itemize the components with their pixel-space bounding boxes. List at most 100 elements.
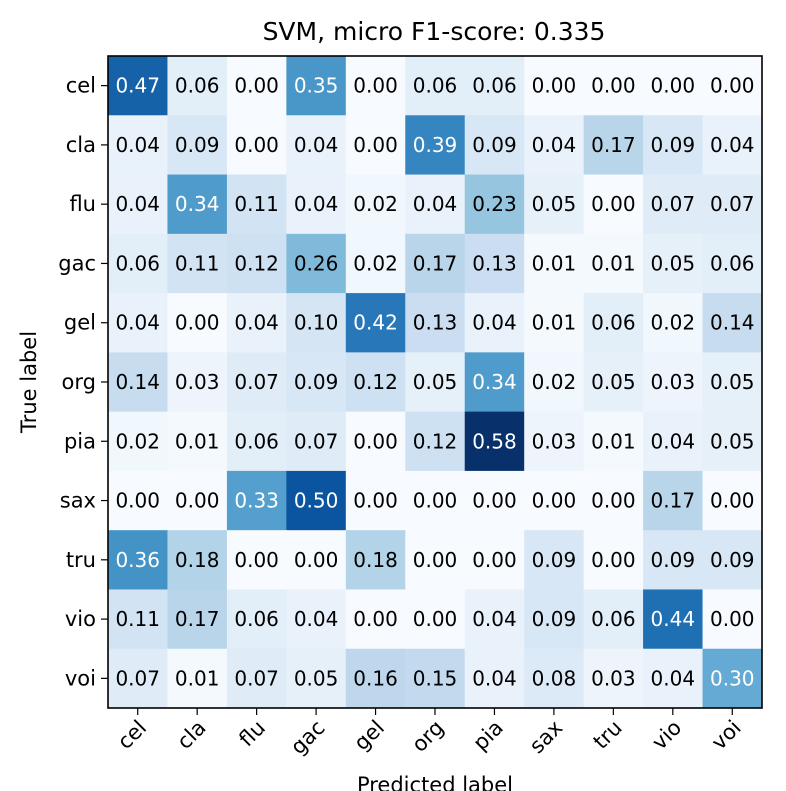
heatmap-cell — [524, 174, 585, 235]
cell-value-label: 0.04 — [413, 192, 458, 216]
heatmap-cell — [167, 530, 228, 590]
heatmap-cell — [286, 470, 347, 531]
heatmap-cell — [643, 530, 704, 590]
cell-value-label: 0.05 — [710, 370, 755, 394]
heatmap-cell — [583, 589, 644, 650]
cell-value-label: 0.10 — [294, 311, 339, 335]
heatmap-cell — [345, 589, 406, 650]
heatmap-cell — [524, 530, 585, 590]
heatmap-cell — [345, 293, 406, 353]
cell-value-label: 0.00 — [353, 133, 398, 157]
cell-value-label: 0.34 — [175, 192, 220, 216]
cell-value-label: 0.06 — [413, 74, 458, 98]
cell-value-label: 0.00 — [532, 74, 577, 98]
heatmap-cell — [643, 470, 704, 531]
cell-value-label: 0.00 — [710, 489, 755, 513]
heatmap-cell — [583, 293, 644, 353]
heatmap-cell — [464, 352, 525, 413]
heatmap-cell — [643, 233, 704, 294]
heatmap-cell — [643, 352, 704, 413]
cell-value-label: 0.09 — [175, 133, 220, 157]
heatmap-cell — [702, 530, 763, 590]
heatmap-cell — [286, 293, 347, 353]
heatmap-cell — [286, 56, 347, 116]
cell-value-label: 0.13 — [413, 311, 458, 335]
x-tick-label: sax — [525, 716, 568, 759]
heatmap-cell — [286, 648, 347, 709]
cell-value-label: 0.09 — [294, 370, 339, 394]
heatmap-cell — [464, 530, 525, 590]
x-axis-ticks: cel cla flu gac gel org pia sax tru vio voi — [113, 708, 746, 759]
chart-title: SVM, micro F1-score: 0.335 — [263, 17, 606, 46]
heatmap-cell — [167, 293, 228, 353]
cell-value-label: 0.00 — [175, 489, 220, 513]
heatmap-cell — [405, 470, 466, 531]
cell-value-label: 0.04 — [294, 133, 339, 157]
cell-value-label: 0.15 — [413, 666, 458, 690]
cell-value-label: 0.00 — [175, 311, 220, 335]
heatmap-cell — [108, 589, 168, 650]
heatmap-cell — [108, 174, 168, 235]
heatmap-cell — [643, 589, 704, 650]
heatmap-cell — [226, 293, 287, 353]
heatmap-cell — [464, 589, 525, 650]
heatmap-cell — [583, 530, 644, 590]
heatmap-cell — [286, 530, 347, 590]
heatmap-cell — [464, 233, 525, 294]
y-tick-label: sax — [60, 489, 96, 513]
heatmap-cell — [226, 352, 287, 413]
cell-value-label: 0.04 — [651, 429, 696, 453]
cell-value-label: 0.05 — [294, 666, 339, 690]
x-tick-label: pia — [468, 716, 508, 756]
heatmap-cell — [108, 115, 168, 176]
heatmap-cell — [108, 470, 168, 531]
heatmap-cell — [643, 56, 704, 116]
heatmap-cell — [702, 174, 763, 235]
cell-value-label: 0.47 — [115, 74, 160, 98]
cell-value-label: 0.00 — [353, 429, 398, 453]
heatmap-cell — [524, 352, 585, 413]
cell-value-label: 0.04 — [115, 311, 160, 335]
x-tick-label: gel — [349, 716, 389, 756]
cell-value-label: 0.01 — [532, 251, 577, 275]
cell-value-label: 0.09 — [651, 548, 696, 572]
y-tick-label: cla — [66, 133, 96, 157]
cell-value-label: 0.05 — [413, 370, 458, 394]
y-tick-label: pia — [64, 429, 96, 453]
heatmap-cell — [167, 115, 228, 176]
cell-value-label: 0.16 — [353, 666, 398, 690]
cell-value-label: 0.00 — [591, 74, 636, 98]
cell-value-label: 0.17 — [413, 251, 458, 275]
heatmap-cell — [167, 233, 228, 294]
heatmap-cell — [108, 352, 168, 413]
cell-value-label: 0.23 — [472, 192, 517, 216]
cell-value-label: 0.05 — [532, 192, 577, 216]
cell-value-label: 0.04 — [472, 311, 517, 335]
cell-value-label: 0.09 — [532, 548, 577, 572]
heatmap-cell — [345, 352, 406, 413]
y-tick-label: cel — [66, 74, 96, 98]
heatmap-cell — [226, 411, 287, 472]
cell-value-label: 0.02 — [115, 429, 160, 453]
heatmap-cell — [583, 411, 644, 472]
cell-value-label: 0.17 — [175, 607, 220, 631]
y-axis-label: True label — [17, 331, 41, 434]
cell-value-label: 0.06 — [591, 607, 636, 631]
cell-value-label: 0.03 — [175, 370, 220, 394]
heatmap-cell — [286, 352, 347, 413]
heatmap-cell — [108, 56, 168, 116]
heatmap-cell — [643, 174, 704, 235]
cell-value-label: 0.17 — [651, 489, 696, 513]
heatmap-cell — [702, 115, 763, 176]
cell-value-label: 0.09 — [710, 548, 755, 572]
cell-value-label: 0.42 — [353, 311, 398, 335]
heatmap-cell — [167, 352, 228, 413]
x-tick-label: flu — [234, 716, 270, 752]
heatmap-cell — [405, 115, 466, 176]
heatmap-cell — [524, 589, 585, 650]
heatmap-cell — [286, 233, 347, 294]
x-tick-label: cla — [172, 716, 210, 754]
cell-value-label: 0.18 — [175, 548, 220, 572]
cell-value-label: 0.06 — [234, 429, 279, 453]
